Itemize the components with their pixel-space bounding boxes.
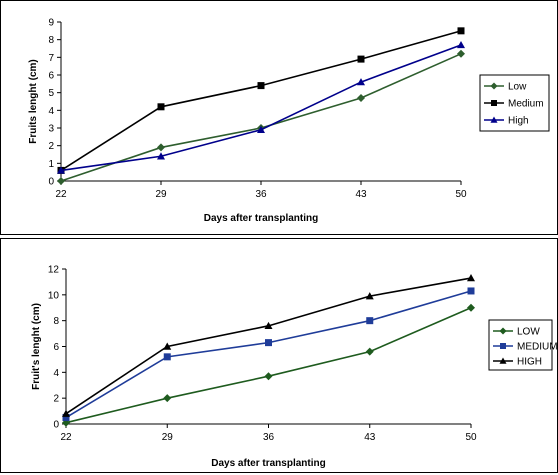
- top-legend-marker-medium: [491, 100, 497, 106]
- bottom-legend-label-high: HIGH: [517, 357, 542, 368]
- bottom-series-low-point: [467, 303, 475, 312]
- bottom-legend-label-medium: MEDIUM: [517, 342, 558, 353]
- top-series-medium-point: [357, 55, 365, 63]
- top-series-high-point: [357, 78, 365, 86]
- top-y-tick-label: 0: [48, 177, 54, 188]
- top-legend-label-high: High: [508, 116, 529, 127]
- top-x-tick-label: 50: [455, 189, 467, 200]
- bottom-series-high: [62, 274, 475, 417]
- bottom-legend-marker-medium: [500, 343, 506, 349]
- top-series-high-point: [57, 166, 65, 174]
- bottom-series-low-point: [62, 418, 70, 427]
- bottom-x-tick-label: 29: [162, 432, 174, 443]
- top-y-tick-label: 8: [48, 35, 54, 46]
- bottom-x-tick-label: 36: [263, 432, 275, 443]
- bottom-series-high-point: [365, 292, 374, 300]
- bottom-x-tick-label: 50: [465, 432, 477, 443]
- top-legend-label-medium: Medium: [508, 99, 544, 110]
- top-series-medium-point: [257, 82, 265, 90]
- top-x-tick-label: 36: [255, 189, 267, 200]
- top-y-tick-label: 1: [48, 159, 54, 170]
- bottom-x-axis-title: Days after transplanting: [211, 458, 325, 469]
- top-series-low: [57, 49, 465, 185]
- bottom-series-high-point: [467, 274, 475, 282]
- bottom-y-tick-label: 10: [48, 290, 60, 301]
- top-series-high-point: [457, 40, 465, 49]
- bottom-legend-marker-low: [499, 327, 507, 335]
- bottom-series-medium-point: [265, 339, 272, 347]
- bottom-y-tick-label: 8: [53, 316, 59, 327]
- bottom-series-medium-line: [65, 290, 472, 419]
- bottom-y-tick-label: 12: [48, 265, 60, 276]
- top-x-tick-label: 43: [355, 189, 367, 200]
- bottom-series-low: [62, 303, 475, 427]
- bottom-legend: LOW MEDIUM HIGH: [488, 319, 558, 371]
- top-series-high-point: [157, 152, 165, 160]
- chart-panel-top: 0 1 2 3 4 5 6 7 8 9 22 29 36 43 50 Days after transplan…: [0, 0, 558, 235]
- bottom-series-medium-point: [467, 287, 475, 295]
- top-series-low-point: [157, 143, 165, 152]
- bottom-series-low-point: [365, 347, 374, 356]
- top-y-tick-label: 6: [48, 71, 54, 82]
- top-series-medium-point: [157, 103, 165, 111]
- top-y-tick-label: 5: [48, 88, 54, 99]
- top-series-low-point: [57, 177, 65, 185]
- bottom-y-tick-label: 4: [53, 368, 59, 379]
- top-legend-marker-low: [490, 82, 498, 90]
- bottom-series-medium-point: [366, 317, 374, 325]
- bottom-series-high-point: [62, 409, 70, 417]
- top-y-tick-label: 2: [48, 141, 54, 152]
- top-y-axis-title: Fruits lenght (cm): [28, 59, 39, 143]
- bottom-y-axis-title: Fruit's lenght (cm): [31, 303, 42, 390]
- bottom-legend-label-low: LOW: [517, 327, 540, 338]
- top-series-high-line: [60, 44, 462, 172]
- top-series-low-point: [457, 49, 465, 58]
- top-y-tick-label: 3: [48, 124, 54, 135]
- top-y-tick-label: 7: [48, 53, 54, 64]
- top-series-high: [57, 40, 465, 174]
- top-legend-marker-high: [490, 116, 498, 123]
- top-series-low-point: [357, 93, 365, 102]
- bottom-series-medium-point: [163, 353, 171, 361]
- top-y-tick-label: 4: [48, 106, 54, 117]
- line-chart-top: 0 1 2 3 4 5 6 7 8 9 22 29 36 43 50 Days after transplan…: [28, 18, 550, 224]
- bottom-y-tick-label: 6: [53, 342, 59, 353]
- bottom-series-medium-point: [62, 414, 70, 422]
- bottom-x-tick-label: 22: [60, 432, 72, 443]
- top-x-tick-label: 22: [55, 189, 67, 200]
- bottom-x-tick-label: 43: [364, 432, 376, 443]
- bottom-series-medium: [62, 287, 475, 422]
- top-legend: Low Medium High: [479, 74, 550, 132]
- bottom-series-high-point: [163, 342, 172, 350]
- bottom-y-tick-label: 2: [53, 394, 59, 405]
- chart-panel-bottom: 0 2 4 6 8 10 12 22 29 36 43 50 Days after transplant…: [0, 238, 558, 473]
- top-series-medium-point: [457, 27, 465, 35]
- top-series-medium-line: [60, 30, 462, 172]
- bottom-y-tick-label: 0: [53, 420, 59, 431]
- bottom-series-low-point: [163, 394, 172, 403]
- top-legend-label-low: Low: [508, 82, 527, 93]
- top-x-axis-title: Days after transplanting: [204, 213, 318, 224]
- top-series-medium: [57, 27, 465, 174]
- bottom-legend-marker-high: [499, 357, 507, 364]
- line-chart-bottom: 0 2 4 6 8 10 12 22 29 36 43 50 Days after transplant…: [31, 265, 558, 470]
- top-y-tick-label: 9: [48, 18, 54, 29]
- top-series-high-point: [257, 125, 265, 133]
- bottom-series-low-point: [264, 372, 273, 381]
- top-x-tick-label: 29: [155, 189, 167, 200]
- bottom-series-high-point: [264, 321, 273, 330]
